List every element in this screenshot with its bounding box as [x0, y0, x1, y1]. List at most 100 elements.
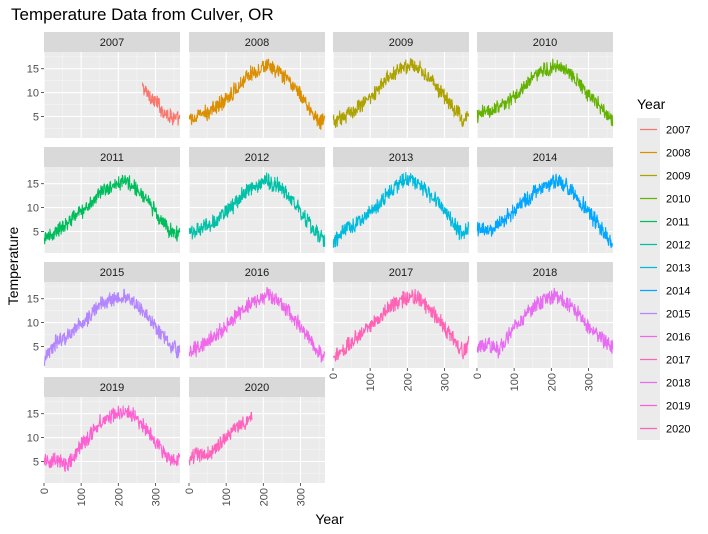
legend-label: 2009: [666, 171, 690, 183]
panel-background: [477, 167, 613, 253]
legend-label: 2019: [666, 401, 690, 413]
legend-label: 2007: [666, 125, 690, 137]
series-line-2020: [188, 411, 253, 466]
legend-item-2012: 2012: [637, 233, 690, 256]
facet-strip: [477, 32, 613, 52]
legend-item-2014: 2014: [637, 279, 690, 302]
legend-item-2011: 2011: [637, 210, 690, 233]
legend-item-2010: 2010: [637, 187, 690, 210]
legend-item-2017: 2017: [637, 348, 690, 371]
facet-2008: 2008: [188, 32, 326, 138]
x-tick-label: 0: [472, 373, 484, 379]
facet-strip: [189, 377, 325, 397]
facet-strip-label: 2019: [100, 382, 124, 394]
x-tick-label: 100: [221, 488, 233, 506]
legend-label: 2018: [666, 378, 690, 390]
facet-strip-label: 2012: [245, 152, 269, 164]
x-tick-label: 300: [583, 373, 595, 391]
legend-label: 2014: [666, 286, 690, 298]
x-axis-title: Year: [315, 511, 344, 527]
legend-label: 2012: [666, 240, 690, 252]
legend-label: 2016: [666, 332, 690, 344]
facet-2020: 2020 0 100 200 300: [184, 377, 325, 506]
series-line-2013: [332, 171, 470, 248]
facet-strip-label: 2010: [533, 37, 557, 49]
y-axis-title: Temperature: [5, 226, 21, 305]
series-line-2011: [43, 174, 181, 245]
legend-label: 2020: [666, 424, 690, 436]
panel-background: [189, 397, 325, 483]
x-tick-label: 0: [39, 488, 51, 494]
series-line-2019: [43, 405, 181, 472]
facet-strip-label: 2014: [533, 152, 557, 164]
x-tick-label: 100: [365, 373, 377, 391]
facet-2019: 2019 5 10 15 0 100 200 300: [27, 377, 181, 506]
facet-2014: 2014: [476, 147, 614, 253]
legend: Year 2007 2008 2009 2010 2011 2012 2013 2014 201…: [637, 96, 690, 440]
legend-item-2009: 2009: [637, 164, 690, 187]
chart-title: Temperature Data from Culver, OR: [11, 5, 274, 24]
facet-strip-label: 2020: [245, 382, 269, 394]
y-tick-label: 5: [33, 342, 39, 354]
y-tick-label: 10: [27, 203, 39, 215]
legend-item-2013: 2013: [637, 256, 690, 279]
series-line-2009: [332, 58, 470, 128]
legend-item-2007: 2007: [637, 118, 690, 141]
series-line-2012: [188, 172, 326, 248]
legend-item-2015: 2015: [637, 302, 690, 325]
legend-item-2019: 2019: [637, 394, 690, 417]
x-tick-label: 200: [402, 373, 414, 391]
series-line-2007: [141, 82, 181, 126]
facet-panels: 2007 5 10 15 2008 2009 2010 2011 5 10 15 2012 2013 20…: [27, 32, 614, 506]
y-tick-label: 10: [27, 433, 39, 445]
facet-strip: [333, 147, 469, 167]
facet-2013: 2013: [332, 147, 470, 253]
facet-2012: 2012: [188, 147, 326, 253]
x-tick-label: 100: [509, 373, 521, 391]
facet-strip-label: 2011: [100, 152, 124, 164]
y-tick-label: 10: [27, 318, 39, 330]
series-line-2015: [43, 288, 181, 366]
legend-item-2008: 2008: [637, 141, 690, 164]
facet-strip: [189, 262, 325, 282]
y-tick-label: 15: [27, 294, 39, 306]
facet-strip-label: 2007: [100, 37, 124, 49]
legend-label: 2015: [666, 309, 690, 321]
legend-label: 2011: [666, 217, 690, 229]
panel-background: [333, 282, 469, 368]
legend-label: 2013: [666, 263, 690, 275]
facet-2010: 2010: [476, 32, 614, 138]
y-tick-label: 5: [33, 457, 39, 469]
facet-strip: [333, 262, 469, 282]
facet-strip-label: 2016: [245, 267, 269, 279]
panel-background: [44, 167, 180, 253]
facet-2015: 2015 5 10 15: [27, 262, 181, 368]
y-tick-label: 15: [27, 64, 39, 76]
facet-strip-label: 2013: [389, 152, 413, 164]
facet-strip: [44, 147, 180, 167]
facet-strip: [333, 32, 469, 52]
facet-strip: [44, 377, 180, 397]
y-tick-label: 10: [27, 88, 39, 100]
panel-background: [189, 167, 325, 253]
facet-strip: [44, 32, 180, 52]
facet-strip: [189, 147, 325, 167]
x-tick-label: 300: [295, 488, 307, 506]
facet-strip: [44, 262, 180, 282]
facet-2017: 2017 0 100 200 300: [328, 262, 470, 391]
y-tick-label: 5: [33, 227, 39, 239]
facet-2016: 2016: [188, 262, 326, 368]
facet-strip-label: 2009: [389, 37, 413, 49]
facet-strip-label: 2008: [245, 37, 269, 49]
facet-strip-label: 2017: [389, 267, 413, 279]
series-line-2017: [332, 288, 470, 362]
x-tick-label: 200: [113, 488, 125, 506]
x-tick-label: 0: [184, 488, 196, 494]
legend-label: 2017: [666, 355, 690, 367]
x-tick-label: 300: [150, 488, 162, 506]
legend-item-2018: 2018: [637, 371, 690, 394]
panel-background: [189, 52, 325, 138]
y-tick-label: 5: [33, 112, 39, 124]
facet-2018: 2018 0 100 200 300: [472, 262, 614, 391]
